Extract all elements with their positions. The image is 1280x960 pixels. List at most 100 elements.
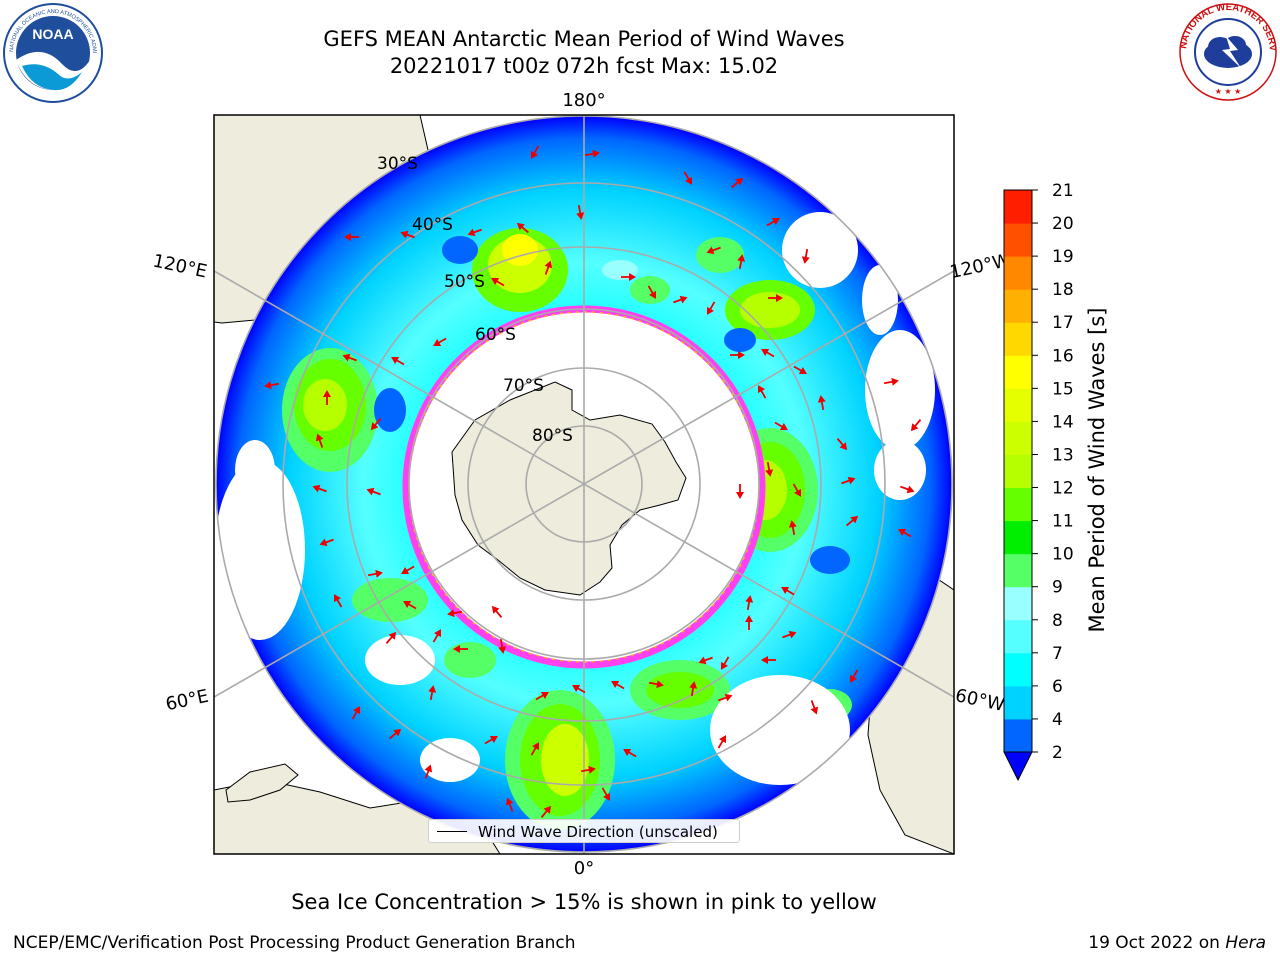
wave-direction-arrow [718,693,733,702]
footer-machine: Hera [1225,933,1266,953]
svg-text:★ ★ ★: ★ ★ ★ [1215,87,1242,96]
wave-direction-arrow [334,594,343,608]
wave-direction-arrow [761,349,775,358]
wave-direction-arrow [531,145,540,159]
wave-direction-arrow [647,285,656,299]
colorbar-tick-label: 8 [1052,611,1063,631]
wave-direction-arrow [648,680,664,689]
colorbar-tick-label: 12 [1052,479,1074,499]
footer-date-text: 19 Oct 2022 on [1088,933,1226,953]
wave-direction-arrow [366,487,381,496]
wave-direction-arrow [717,735,726,749]
wave-direction-arrow [401,565,415,574]
wind-wave-direction-arrows [264,145,922,818]
wave-direction-arrow [424,764,433,779]
colorbar-tick-label: 2 [1052,743,1063,763]
colorbar-bin [1004,487,1032,522]
lat-label-80s: 80°S [532,426,573,446]
wave-direction-arrow [810,700,819,715]
wave-direction-arrow [319,538,334,547]
colorbar-bin [1004,421,1032,455]
wave-direction-arrow [836,438,848,451]
wave-direction-arrow [883,377,899,386]
lat-label-60s: 60°S [475,325,516,345]
wave-direction-arrow [315,433,324,448]
wave-direction-arrow [370,418,382,431]
lon-label-60e: 60°E [164,686,211,716]
colorbar-tick-label: 21 [1052,181,1074,201]
wave-direction-arrow [792,483,801,497]
wave-direction-arrow [530,742,539,756]
wave-direction-arrow [774,421,788,430]
wave-direction-arrow [768,294,783,302]
wave-direction-arrow [498,638,507,654]
wave-direction-arrow [428,685,437,701]
colorbar-bin [1004,619,1032,654]
wave-direction-arrow [601,787,610,801]
map-legend: Wind Wave Direction (unscaled) [428,819,740,843]
wave-direction-arrow [850,669,859,683]
wave-direction-arrow [351,706,360,720]
wave-direction-arrow [432,629,441,643]
wave-direction-arrow [516,222,529,234]
wave-direction-arrow [544,260,553,275]
colorbar-bin [1004,520,1032,555]
colorbar-bin [1004,223,1032,257]
colorbar-tick-label: 14 [1052,412,1074,432]
antarctica-landmass [451,381,687,596]
wave-direction-arrow [782,630,797,639]
wave-direction-arrow [453,645,468,653]
wave-direction-arrow [385,631,397,644]
legend-line-sample [437,831,467,832]
wave-direction-arrow [801,248,810,264]
svg-text:NOAA: NOAA [32,26,73,42]
colorbar-bin [1004,586,1032,621]
colorbar-tick-label: 16 [1052,346,1074,366]
wave-direction-arrow [623,749,637,758]
wave-direction-arrow [576,204,585,220]
map-subtitle: 20221017 t00z 072h fcst Max: 15.02 [389,54,779,78]
wave-direction-arrow [900,485,915,494]
wave-direction-arrow [400,230,415,239]
colorbar-bin [1004,454,1032,489]
wave-direction-arrow [264,381,280,390]
wave-direction-arrow [683,171,692,185]
lat-label-70s: 70°S [503,376,544,396]
nws-logo: NATIONAL WEATHER SERVICE ★ ★ ★ [1178,2,1278,101]
colorbar-bin [1004,718,1032,753]
wave-direction-arrow [745,615,753,630]
footer-credit: NCEP/EMC/Verification Post Processing Pr… [13,933,576,953]
colorbar-bin [1004,190,1032,224]
colorbar-tick-label: 10 [1052,545,1074,565]
noaa-logo: NOAA NATIONAL OCEANIC AND ATMOSPHERIC AD… [2,2,103,103]
lon-label-120w: 120°W [948,250,1012,283]
wave-period-patches [282,228,852,830]
wave-direction-arrow [505,797,514,812]
colorbar-tick-label: 18 [1052,280,1074,300]
wave-direction-arrow [761,656,776,664]
wave-direction-arrow [491,278,505,287]
colorbar-bin [1004,256,1032,290]
wave-direction-arrow [484,736,498,745]
colorbar-tick-label: 19 [1052,247,1074,267]
colorbar-bin [1004,289,1032,323]
wave-direction-arrow [793,365,807,374]
wave-direction-arrow [898,529,912,538]
wave-direction-arrow [721,656,730,670]
colorbar-tick-label: 11 [1052,512,1074,532]
sea-ice-caption: Sea Ice Concentration > 15% is shown in … [291,890,877,914]
wave-direction-arrow [737,254,746,270]
colorbar-tick-label: 13 [1052,445,1074,465]
legend-label: Wind Wave Direction (unscaled) [478,823,718,841]
wave-direction-arrow [731,177,744,189]
wave-direction-arrow [910,419,922,432]
map-frame [213,114,955,855]
colorbar-tick-label: 6 [1052,677,1063,697]
colorbar-tick-label: 7 [1052,644,1063,664]
wave-direction-arrow [312,484,327,493]
wave-direction-arrow [584,149,600,158]
wave-direction-arrow [367,569,383,578]
wave-direction-arrow [736,484,744,499]
wave-direction-arrow [765,461,774,477]
